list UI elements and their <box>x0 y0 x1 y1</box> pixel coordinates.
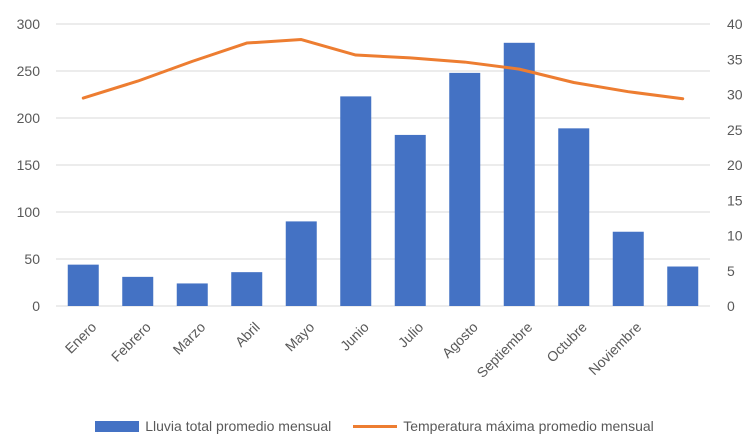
gridlines <box>56 23 710 307</box>
y-tick-label: 50 <box>24 251 40 267</box>
legend-label-rain: Lluvia total promedio mensual <box>145 418 332 434</box>
bar <box>558 128 590 306</box>
bar <box>667 266 699 306</box>
legend-swatch-line <box>353 424 398 428</box>
y-tick-label: 100 <box>17 204 41 220</box>
bar <box>503 42 535 307</box>
line-series <box>81 38 685 101</box>
y2-tick-label: 25 <box>727 122 743 138</box>
y2-tick-label: 40 <box>727 16 743 32</box>
x-axis: Enero Febrero Marzo Abril Mayo Junio Julio Agos… <box>62 319 645 381</box>
legend-item-rain: Lluvia total promedio mensual <box>95 418 331 434</box>
y2-tick-label: 15 <box>727 192 743 208</box>
y2-tick-label: 35 <box>727 51 743 67</box>
x-tick-label: Julio <box>395 319 427 351</box>
y2-tick-label: 0 <box>727 298 735 314</box>
bar <box>340 96 372 306</box>
y-axis-left: 0 50 100 150 200 250 300 <box>17 16 41 314</box>
y-axis-right: 0 5 10 15 20 25 30 35 40 <box>727 16 743 314</box>
x-tick-label: Septiembre <box>473 319 535 381</box>
y-tick-label: 150 <box>17 157 41 173</box>
y-tick-label: 250 <box>17 63 41 79</box>
x-tick-label: Marzo <box>170 319 209 358</box>
bar <box>122 276 154 306</box>
bar-series <box>67 42 699 307</box>
line-path <box>81 38 685 101</box>
x-tick-label: Noviembre <box>585 319 644 378</box>
y2-tick-label: 10 <box>727 228 743 244</box>
x-tick-label: Mayo <box>282 319 318 355</box>
y2-tick-label: 30 <box>727 87 743 103</box>
bar <box>67 264 99 306</box>
x-tick-label: Abril <box>232 319 263 350</box>
y-tick-label: 0 <box>32 298 40 314</box>
y2-tick-label: 20 <box>727 157 743 173</box>
legend-swatch-bar <box>95 420 140 432</box>
bar <box>394 134 426 306</box>
x-tick-label: Enero <box>62 319 100 357</box>
y2-tick-label: 5 <box>727 263 735 279</box>
bar <box>176 283 208 306</box>
x-tick-label: Agosto <box>439 319 481 361</box>
x-tick-label: Octubre <box>543 319 590 366</box>
legend: Lluvia total promedio mensual Temperatur… <box>0 416 749 436</box>
y-tick-label: 200 <box>17 110 41 126</box>
legend-item-temperature: Temperatura máxima promedio mensual <box>353 418 654 434</box>
bar <box>612 231 644 306</box>
x-tick-label: Junio <box>337 319 372 354</box>
bar <box>449 72 481 306</box>
y-tick-label: 300 <box>17 16 41 32</box>
x-tick-label: Febrero <box>108 319 154 365</box>
chart: 0 50 100 150 200 250 300 0 5 10 15 20 25 30 35 40 Ener… <box>17 16 743 381</box>
bar <box>285 221 317 306</box>
legend-label-temperature: Temperatura máxima promedio mensual <box>403 418 654 434</box>
bar <box>231 272 263 306</box>
